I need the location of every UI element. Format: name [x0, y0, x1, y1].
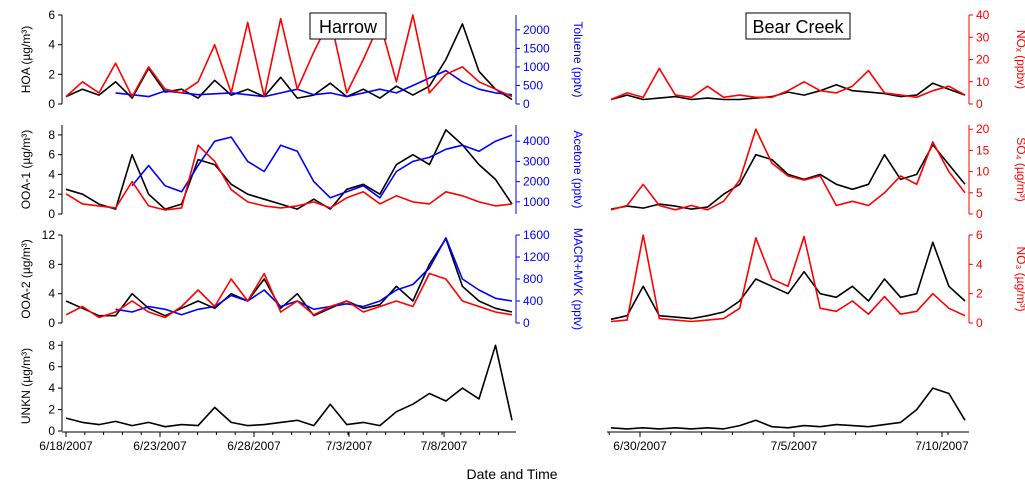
bearcreek-nox-series-no-	[610, 67, 966, 101]
harrow-ooa1-series-acetone	[131, 134, 513, 199]
x-axis-title: Date and Time	[466, 466, 557, 482]
harrow-unkn-left-tick-label: 6	[48, 360, 55, 374]
harrow-hoa-series-hoa	[65, 23, 513, 101]
harrow-hoa-left-tick-label: 4	[48, 38, 55, 52]
bearcreek-so4-right-tick-label: 20	[976, 122, 990, 136]
harrow-unkn-x-tick-label: 7/3/2007	[326, 439, 373, 453]
harrow-hoa-left-axis-label: HOA (µg/m³)	[19, 26, 33, 94]
harrow-ooa2-left-tick-label: 0	[48, 316, 55, 330]
harrow-hoa-left-tick-label: 0	[48, 97, 55, 111]
harrow-ooa2-series-trace-2	[65, 272, 513, 319]
bearcreek-nox-right-tick-label: 0	[976, 97, 983, 111]
bearcreek-unkn-x-tick-label: 6/30/2007	[613, 439, 667, 453]
bearcreek-no3-series-trace-0	[610, 241, 966, 321]
harrow-ooa1-left-tick-label: 8	[48, 128, 55, 142]
harrow-ooa1-right-tick-label: 2000	[523, 175, 550, 189]
harrow-unkn-left-tick-label: 4	[48, 381, 55, 395]
bearcreek-no3-right-tick-label: 6	[976, 228, 983, 242]
bearcreek-no3-series-no-	[610, 234, 966, 323]
harrow-hoa-left-tick-label: 2	[48, 67, 55, 81]
bearcreek-so4-right-tick-label: 5	[976, 186, 983, 200]
bearcreek-no3-right-tick-label: 2	[976, 287, 983, 301]
harrow-hoa-left-tick-label: 6	[48, 8, 55, 22]
harrow-ooa1-right-tick-label: 3000	[523, 154, 550, 168]
harrow-ooa2-left-axis-label: OOA-2 (µg/m³)	[19, 239, 33, 319]
bearcreek-nox-right-axis-label: NOₓ (ppbv)	[1014, 30, 1025, 89]
harrow-title: Harrow	[319, 17, 378, 37]
harrow-unkn-left-axis-label: UNKN (µg/m³)	[19, 348, 33, 424]
harrow-hoa-right-tick-label: 1000	[523, 60, 550, 74]
harrow-title-box	[309, 12, 387, 40]
harrow-hoa-right-tick-label: 2000	[523, 23, 550, 37]
harrow-unkn-series-unkn	[65, 344, 513, 428]
harrow-hoa-right-tick-label: 500	[523, 78, 543, 92]
bearcreek-nox-right-tick-label: 20	[976, 53, 990, 67]
harrow-unkn-left-tick-label: 2	[48, 403, 55, 417]
bearcreek-so4-series-trace-0	[610, 144, 966, 210]
harrow-hoa-series-toluene	[115, 69, 513, 98]
bearcreek-so4-series-so-	[610, 128, 966, 211]
harrow-ooa2-series-macr-mvk	[115, 237, 513, 316]
bearcreek-no3-right-tick-label: 0	[976, 316, 983, 330]
harrow-ooa2-right-axis-label: MACR+MVK (pptv)	[571, 228, 585, 330]
bearcreek-so4-right-axis-label: SO₄ (µg/m³)	[1014, 137, 1025, 201]
bearcreek-unkn-x-tick-label: 7/5/2007	[771, 439, 818, 453]
harrow-ooa1-right-axis-label: Acetone (pptv)	[571, 130, 585, 208]
harrow-ooa2-left-tick-label: 8	[48, 257, 55, 271]
harrow-hoa-right-axis-label: Toluene (pptv)	[571, 21, 585, 97]
harrow-unkn-x-tick-label: 6/23/2007	[133, 439, 187, 453]
harrow-unkn-left-tick-label: 8	[48, 338, 55, 352]
bearcreek-so4-right-tick-label: 15	[976, 143, 990, 157]
bearcreek-nox-right-tick-label: 30	[976, 30, 990, 44]
harrow-unkn-left-tick-label: 0	[48, 424, 55, 438]
bearcreek-unkn-x-tick-label: 7/10/2007	[915, 439, 969, 453]
harrow-ooa2-left-tick-label: 4	[48, 287, 55, 301]
harrow-unkn-x-tick-label: 7/8/2007	[421, 439, 468, 453]
bearcreek-so4-right-tick-label: 10	[976, 165, 990, 179]
harrow-hoa-right-tick-label: 0	[523, 97, 530, 111]
harrow-ooa1-series-ooa-1	[65, 129, 513, 210]
harrow-ooa1-left-tick-label: 0	[48, 207, 55, 221]
harrow-ooa1-left-axis-label: OOA-1 (µg/m³)	[19, 130, 33, 210]
harrow-unkn-x-tick-label: 6/18/2007	[39, 439, 93, 453]
harrow-unkn-x-tick-label: 6/28/2007	[227, 439, 281, 453]
harrow-ooa2-right-tick-label: 400	[523, 294, 543, 308]
harrow-ooa1-left-tick-label: 6	[48, 148, 55, 162]
bearcreek-so4-right-tick-label: 0	[976, 207, 983, 221]
harrow-ooa2-right-tick-label: 800	[523, 272, 543, 286]
harrow-hoa-right-tick-label: 1500	[523, 41, 550, 55]
bearcreek-title: Bear Creek	[752, 17, 844, 37]
bearcreek-title-box	[745, 12, 851, 40]
harrow-ooa2-right-tick-label: 1200	[523, 250, 550, 264]
harrow-ooa2-left-tick-label: 12	[42, 228, 56, 242]
bearcreek-unkn-series-trace-0	[610, 387, 966, 430]
bearcreek-nox-right-tick-label: 40	[976, 8, 990, 22]
bearcreek-no3-right-axis-label: NO₃ (µg/m³)	[1014, 246, 1025, 311]
harrow-ooa2-right-tick-label: 0	[523, 316, 530, 330]
harrow-ooa1-left-tick-label: 4	[48, 167, 55, 181]
bearcreek-nox-right-tick-label: 10	[976, 75, 990, 89]
harrow-hoa-series-trace-2	[65, 14, 513, 98]
harrow-ooa1-left-tick-label: 2	[48, 187, 55, 201]
harrow-ooa2-right-tick-label: 1600	[523, 228, 550, 242]
bearcreek-no3-right-tick-label: 4	[976, 257, 983, 271]
harrow-ooa1-right-tick-label: 4000	[523, 134, 550, 148]
harrow-ooa1-series-trace-2	[65, 144, 513, 211]
harrow-ooa1-right-tick-label: 1000	[523, 195, 550, 209]
